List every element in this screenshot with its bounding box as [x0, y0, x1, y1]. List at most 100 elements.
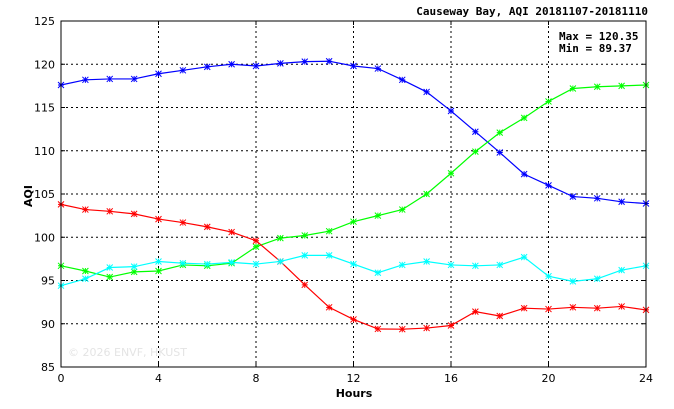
data-point [350, 62, 357, 70]
data-point [423, 88, 430, 96]
y-axis-title: AQI [22, 185, 35, 207]
y-tick-label: 125 [34, 15, 55, 28]
data-point [179, 219, 187, 226]
data-point [618, 303, 625, 310]
y-tick-label: 95 [41, 275, 55, 288]
series-layer [57, 57, 650, 333]
data-point [277, 234, 284, 242]
data-point [277, 258, 284, 265]
chart-title: Causeway Bay, AQI 20181107-20181110 [416, 5, 648, 18]
data-point [82, 76, 89, 84]
data-point [374, 269, 382, 277]
y-tick-label: 90 [41, 318, 55, 331]
data-point [252, 243, 260, 251]
data-point [496, 312, 504, 320]
data-point [374, 212, 382, 219]
data-point [593, 304, 601, 312]
data-point [301, 252, 309, 259]
y-tick-label: 110 [34, 145, 55, 158]
x-tick-label: 12 [347, 372, 361, 385]
data-point [203, 260, 211, 268]
data-point [520, 253, 528, 261]
data-point [569, 303, 577, 311]
data-point [545, 98, 552, 105]
data-point [301, 281, 309, 289]
data-point [203, 63, 211, 71]
x-tick-label: 8 [253, 372, 260, 385]
y-tick-label: 85 [41, 361, 55, 374]
data-point [569, 278, 577, 285]
max-annotation: Max = 120.35 [559, 30, 638, 43]
data-point [130, 210, 138, 218]
axis-ticks: 0 4 8 12 16 20 24 85 90 95 100 105 110 115 120 125 [34, 15, 653, 385]
data-point [520, 170, 528, 178]
data-point [545, 181, 552, 189]
data-point [252, 260, 260, 268]
data-point [423, 190, 430, 198]
data-point [179, 66, 187, 74]
x-tick-label: 16 [444, 372, 458, 385]
data-point [106, 75, 114, 83]
data-point [82, 206, 89, 213]
data-point [130, 263, 138, 271]
data-point [398, 261, 406, 269]
x-tick-label: 24 [639, 372, 653, 385]
data-point [350, 218, 357, 226]
x-tick-label: 0 [58, 372, 65, 385]
data-point [106, 273, 114, 281]
series-1 [57, 57, 650, 207]
data-point [447, 322, 455, 329]
min-annotation: Min = 89.37 [559, 42, 632, 55]
data-point [472, 308, 479, 315]
x-tick-label: 4 [155, 372, 162, 385]
data-point [423, 258, 430, 265]
data-point [398, 325, 406, 333]
data-point [350, 260, 357, 268]
series-4 [57, 252, 650, 290]
data-point [130, 75, 138, 83]
y-tick-label: 105 [34, 188, 55, 201]
data-point [130, 268, 138, 276]
y-tick-label: 120 [34, 58, 55, 71]
watermark: © 2026 ENVF, HKUST [68, 346, 187, 359]
data-point [82, 267, 89, 275]
data-point [593, 83, 601, 91]
x-tick-label: 20 [542, 372, 556, 385]
data-point [155, 267, 162, 275]
data-point [520, 114, 528, 122]
data-point [350, 316, 357, 323]
data-point [398, 206, 406, 213]
y-tick-label: 115 [34, 102, 55, 115]
data-point [203, 223, 211, 231]
grid-lines [61, 21, 646, 367]
data-point [472, 128, 479, 136]
data-point [106, 264, 114, 271]
data-point [155, 215, 162, 223]
x-axis-title: Hours [336, 387, 373, 400]
data-point [593, 275, 601, 283]
data-point [325, 303, 333, 311]
data-point [472, 148, 479, 155]
data-point [228, 60, 235, 68]
data-point [520, 304, 528, 312]
data-point [82, 275, 89, 283]
data-point [301, 58, 309, 66]
data-point [569, 85, 577, 92]
data-point [374, 325, 382, 333]
data-point [228, 258, 235, 266]
data-point [252, 62, 260, 70]
data-point [447, 107, 455, 115]
data-point [155, 258, 162, 265]
data-point [325, 252, 333, 259]
data-point [618, 82, 625, 90]
data-point [496, 129, 504, 136]
data-point [496, 261, 504, 269]
data-point [569, 193, 577, 200]
data-point [301, 232, 309, 239]
data-point [228, 228, 235, 236]
data-point [106, 207, 114, 215]
data-point [277, 60, 284, 67]
data-point [496, 149, 504, 156]
data-point [325, 227, 333, 235]
data-point [398, 76, 406, 84]
